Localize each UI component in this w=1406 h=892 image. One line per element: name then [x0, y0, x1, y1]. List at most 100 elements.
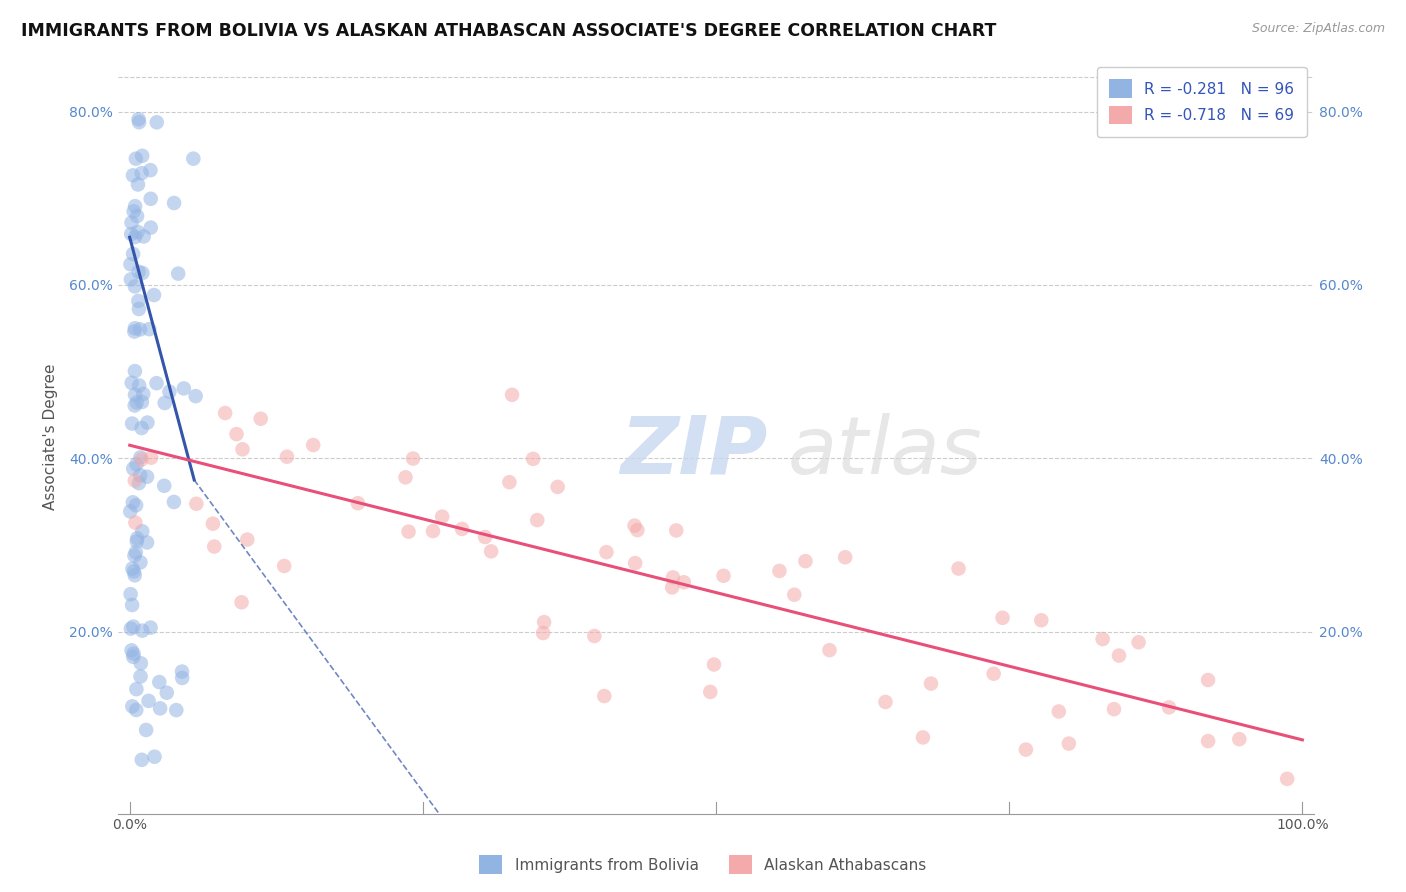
Point — [662, 570, 685, 584]
Point — [128, 476, 150, 491]
Point — [122, 169, 145, 183]
Point — [132, 387, 155, 401]
Point — [124, 568, 146, 582]
Point — [1057, 737, 1080, 751]
Text: Source: ZipAtlas.com: Source: ZipAtlas.com — [1251, 22, 1385, 36]
Point — [122, 565, 145, 579]
Point — [125, 703, 148, 717]
Point — [201, 516, 224, 531]
Point — [121, 417, 143, 431]
Point — [121, 495, 143, 509]
Point — [122, 649, 145, 664]
Point — [501, 388, 523, 402]
Point — [794, 554, 817, 568]
Point — [699, 685, 721, 699]
Point — [703, 657, 725, 672]
Point — [132, 229, 155, 244]
Point — [145, 115, 167, 129]
Point — [143, 749, 166, 764]
Point — [1227, 732, 1250, 747]
Point — [531, 626, 554, 640]
Point — [125, 498, 148, 512]
Point — [202, 540, 225, 554]
Point — [165, 703, 187, 717]
Point — [122, 204, 145, 219]
Point — [131, 149, 153, 163]
Point — [124, 388, 146, 402]
Point — [626, 523, 648, 537]
Point — [170, 665, 193, 679]
Point — [302, 438, 325, 452]
Point — [125, 152, 148, 166]
Point — [131, 624, 153, 638]
Point — [128, 115, 150, 129]
Point — [783, 588, 806, 602]
Point — [875, 695, 897, 709]
Legend: Immigrants from Bolivia, Alaskan Athabascans: Immigrants from Bolivia, Alaskan Athabas… — [474, 849, 932, 880]
Point — [402, 451, 425, 466]
Point — [225, 427, 247, 442]
Y-axis label: Associate's Degree: Associate's Degree — [44, 363, 58, 510]
Point — [665, 524, 688, 538]
Point — [129, 322, 152, 336]
Point — [167, 267, 190, 281]
Point — [124, 199, 146, 213]
Point — [122, 461, 145, 475]
Point — [159, 384, 181, 399]
Point — [124, 279, 146, 293]
Point — [276, 450, 298, 464]
Point — [593, 689, 616, 703]
Point — [124, 549, 146, 563]
Point — [124, 364, 146, 378]
Point — [131, 166, 153, 180]
Point — [143, 288, 166, 302]
Point — [131, 421, 153, 435]
Point — [138, 694, 160, 708]
Point — [145, 376, 167, 391]
Point — [128, 378, 150, 392]
Point — [661, 581, 683, 595]
Point — [595, 545, 617, 559]
Point — [983, 666, 1005, 681]
Point — [1047, 705, 1070, 719]
Point — [124, 321, 146, 335]
Point — [818, 643, 841, 657]
Point — [125, 209, 148, 223]
Point — [139, 450, 162, 465]
Point — [124, 474, 146, 488]
Point — [127, 293, 149, 308]
Point — [1157, 700, 1180, 714]
Point — [713, 568, 735, 582]
Point — [131, 753, 153, 767]
Point — [121, 376, 143, 390]
Point — [136, 535, 159, 549]
Point — [135, 723, 157, 737]
Point — [948, 561, 970, 575]
Point — [236, 533, 259, 547]
Point — [121, 643, 143, 657]
Point — [129, 450, 152, 465]
Point — [547, 480, 569, 494]
Point — [1031, 613, 1053, 627]
Point — [1128, 635, 1150, 649]
Point — [125, 682, 148, 697]
Point — [122, 247, 145, 261]
Point — [526, 513, 548, 527]
Point — [249, 411, 271, 425]
Text: ZIP: ZIP — [620, 413, 768, 491]
Point — [127, 178, 149, 192]
Point — [920, 676, 942, 690]
Point — [394, 470, 416, 484]
Point — [139, 192, 162, 206]
Point — [127, 225, 149, 239]
Point — [131, 524, 153, 539]
Point — [128, 301, 150, 316]
Point — [911, 731, 934, 745]
Point — [121, 598, 143, 612]
Point — [231, 442, 253, 457]
Point — [422, 524, 444, 538]
Point — [129, 669, 152, 683]
Point — [124, 230, 146, 244]
Point — [479, 544, 502, 558]
Point — [231, 595, 253, 609]
